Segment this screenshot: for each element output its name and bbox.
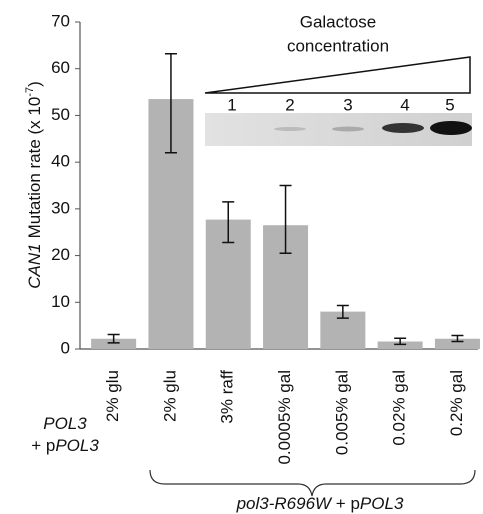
error-bar bbox=[222, 201, 235, 244]
error-bar bbox=[164, 53, 177, 154]
y-axis-label-end: ) bbox=[25, 81, 44, 87]
y-tick-label: 60 bbox=[51, 58, 70, 77]
error-bar bbox=[394, 337, 407, 346]
lane-label: 5 bbox=[445, 95, 454, 114]
bar bbox=[91, 338, 137, 349]
gradient-triangle bbox=[204, 56, 471, 94]
y-tick-label: 70 bbox=[51, 11, 70, 30]
group-label-gene: POL3 bbox=[43, 414, 87, 433]
inset: Galactose concentration bbox=[204, 12, 472, 146]
group-label: POL3 bbox=[43, 414, 87, 433]
error-bar bbox=[336, 304, 349, 319]
lane-label: 4 bbox=[400, 95, 409, 114]
x-tick-label: 3% raff bbox=[218, 370, 237, 424]
x-tick-label: 0.005% gal bbox=[332, 370, 351, 455]
group-label-gene: POL3 bbox=[360, 494, 404, 513]
error-bar bbox=[451, 334, 464, 343]
group-label: + pPOL3 bbox=[31, 436, 99, 455]
inset-title: concentration bbox=[287, 36, 389, 55]
group-label: pol3-R696W + pPOL3 bbox=[236, 494, 404, 513]
x-tick-label: 2% glu bbox=[103, 370, 122, 422]
group-brace bbox=[149, 469, 476, 497]
gel-band bbox=[430, 121, 472, 135]
lane-label: 3 bbox=[343, 95, 352, 114]
y-tick-label: 50 bbox=[51, 105, 70, 124]
x-tick-label: 0.0005% gal bbox=[275, 370, 294, 465]
lane-label: 1 bbox=[227, 95, 236, 114]
y-tick-label: 0 bbox=[61, 338, 70, 357]
y-axis-label-exp: -7 bbox=[24, 87, 36, 97]
bar bbox=[434, 338, 480, 349]
group-label-gene: POL3 bbox=[55, 436, 99, 455]
error-bar bbox=[107, 333, 120, 344]
gel-band bbox=[382, 123, 424, 133]
y-tick-label: 30 bbox=[51, 198, 70, 217]
x-tick-label: 2% glu bbox=[160, 370, 179, 422]
group-label-prefix: + p bbox=[331, 494, 360, 513]
y-axis-label: CAN1 Mutation rate (x 10-7) bbox=[24, 81, 45, 289]
gel-band bbox=[332, 126, 364, 132]
y-tick-label: 40 bbox=[51, 152, 70, 171]
x-tick-label: 0.2% gal bbox=[447, 370, 466, 436]
bar bbox=[377, 341, 423, 349]
group-label-prefix: + p bbox=[31, 436, 55, 455]
y-tick-label: 10 bbox=[51, 292, 70, 311]
error-bar bbox=[279, 184, 292, 254]
y-tick-label: 20 bbox=[51, 245, 70, 264]
x-tick-label: 0.02% gal bbox=[390, 370, 409, 446]
gel-band bbox=[274, 127, 306, 131]
lane-label: 2 bbox=[285, 95, 294, 114]
y-axis-label-gene: CAN1 bbox=[25, 243, 44, 288]
inset-title: Galactose bbox=[300, 12, 377, 31]
y-axis-label-text: Mutation rate (x 10 bbox=[25, 97, 44, 239]
group-label-gene: pol3-R696W bbox=[236, 494, 333, 513]
